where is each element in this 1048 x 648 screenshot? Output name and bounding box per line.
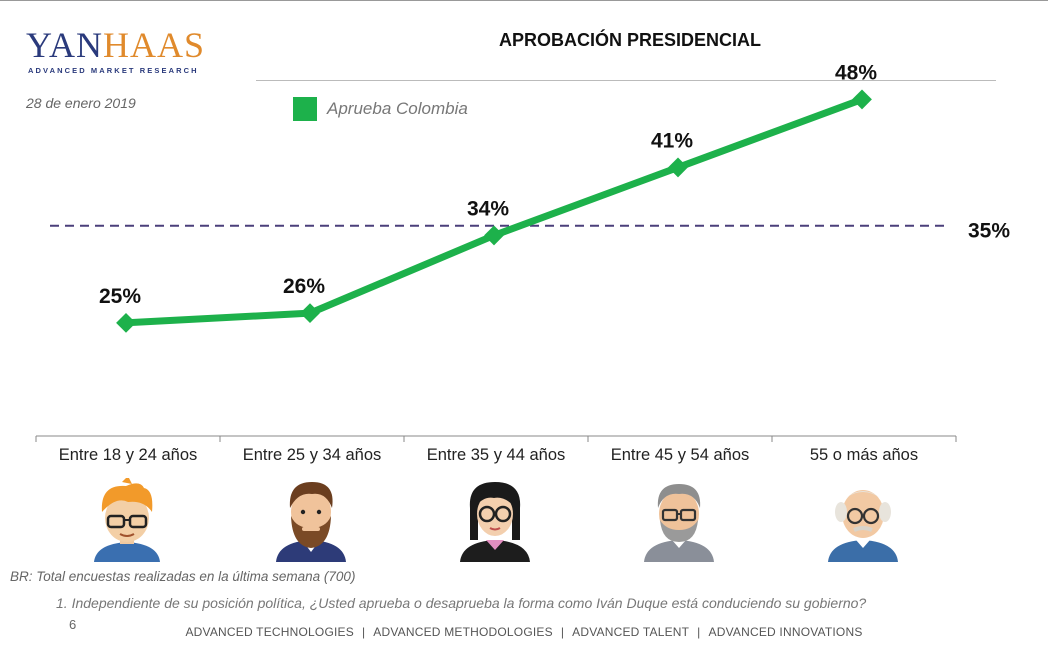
data-label: 48% bbox=[835, 61, 877, 84]
logo-wordmark: YANHAAS bbox=[26, 25, 206, 65]
footer-item: ADVANCED TECHNOLOGIES bbox=[185, 625, 354, 639]
x-tick-label: 55 o más años bbox=[809, 446, 919, 464]
bearded-man-icon bbox=[276, 482, 346, 562]
data-point-marker bbox=[300, 303, 320, 324]
footer-separator: | bbox=[560, 625, 565, 639]
x-tick-label: Entre 45 y 54 años bbox=[610, 446, 750, 464]
reference-line-label: 35% bbox=[968, 220, 1010, 243]
footer-item: ADVANCED METHODOLOGIES bbox=[373, 625, 553, 639]
x-axis-ticks bbox=[35, 436, 957, 442]
report-date: 28 de enero 2019 bbox=[26, 95, 136, 111]
data-points: 25% 26% 34% 41% 48% bbox=[99, 61, 877, 333]
footer-separator: | bbox=[697, 625, 701, 639]
elderly-man-icon bbox=[828, 490, 898, 562]
legend-label: Aprueba Colombia bbox=[327, 99, 468, 118]
x-tick-label: Entre 35 y 44 años bbox=[426, 446, 566, 464]
young-man-orange-hair-icon bbox=[94, 478, 160, 562]
gray-hair-man-icon bbox=[644, 484, 714, 562]
woman-glasses-icon bbox=[460, 482, 530, 562]
legend-swatch bbox=[293, 97, 317, 121]
data-point-marker bbox=[484, 225, 504, 246]
chart-legend: Aprueba Colombia bbox=[293, 97, 468, 121]
footer-separator: | bbox=[361, 625, 366, 639]
page-number: 6 bbox=[69, 617, 77, 632]
x-axis-labels: Entre 18 y 24 años Entre 25 y 34 años En… bbox=[36, 446, 956, 470]
yanhaas-logo: YANHAAS ADVANCED MARKET RESEARCH bbox=[26, 26, 204, 78]
data-point-marker bbox=[852, 89, 872, 110]
title-divider bbox=[256, 80, 996, 81]
data-label: 34% bbox=[467, 197, 509, 220]
question-footnote: 1. Independiente de su posición política… bbox=[56, 595, 867, 611]
data-label: 26% bbox=[283, 275, 325, 298]
footer-item: ADVANCED INNOVATIONS bbox=[708, 625, 863, 639]
data-label: 25% bbox=[99, 285, 141, 308]
logo-subtitle: ADVANCED MARKET RESEARCH bbox=[28, 66, 199, 75]
base-footnote: BR: Total encuestas realizadas en la últ… bbox=[10, 569, 356, 584]
x-tick-label: Entre 18 y 24 años bbox=[58, 446, 198, 464]
footer-tagline: ADVANCED TECHNOLOGIES | ADVANCED METHODOLO… bbox=[0, 625, 1048, 639]
data-point-marker bbox=[668, 157, 688, 178]
top-border bbox=[0, 0, 1048, 1]
footer-item: ADVANCED TALENT bbox=[572, 625, 690, 639]
page-title: APROBACIÓN PRESIDENCIAL bbox=[498, 30, 762, 50]
data-label: 41% bbox=[651, 129, 693, 152]
x-tick-label: Entre 25 y 34 años bbox=[242, 446, 382, 464]
data-point-marker bbox=[116, 312, 136, 333]
